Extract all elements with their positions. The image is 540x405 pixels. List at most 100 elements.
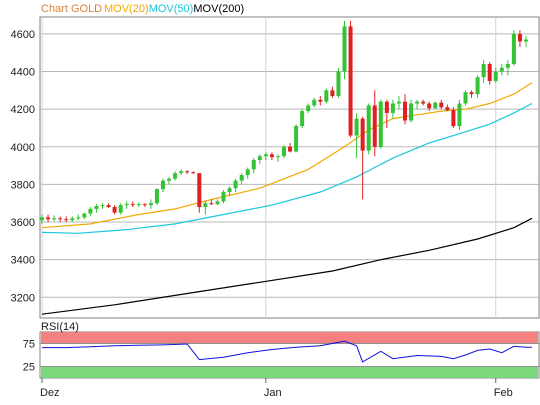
candle [324, 88, 329, 104]
candle [179, 169, 184, 176]
candle [251, 158, 256, 174]
candle [106, 203, 111, 208]
candle [58, 216, 63, 223]
price-tick-label: 4400 [11, 67, 35, 79]
candle [64, 216, 69, 223]
candle [463, 90, 468, 106]
candle [100, 203, 105, 209]
price-tick-label: 4200 [11, 104, 35, 116]
price-tick-label: 3400 [11, 255, 35, 267]
candle [306, 103, 311, 113]
candle [336, 67, 341, 98]
series-line [41, 217, 533, 315]
chart-legend: Chart GOLD MOV(20) MOV(50) MOV(200) [41, 3, 244, 15]
candle [209, 199, 214, 206]
candle [354, 112, 359, 159]
candle [263, 152, 268, 160]
price-grid [39, 16, 540, 319]
price-panel-frame [39, 16, 540, 319]
candle [275, 154, 280, 162]
oversold-band [41, 366, 538, 378]
legend-entry: MOV(200) [193, 3, 244, 15]
candle [130, 201, 135, 208]
candle [148, 199, 153, 209]
candle [475, 75, 480, 98]
candle [427, 101, 432, 112]
price-tick-label: 4600 [11, 29, 35, 41]
candle [215, 199, 220, 206]
candle [493, 67, 498, 83]
candle [396, 96, 401, 110]
candle [360, 116, 365, 200]
legend-entry: MOV(20) [104, 3, 149, 15]
candle [517, 30, 522, 48]
legend-entry: MOV(50) [149, 3, 194, 15]
candle [257, 154, 262, 164]
candle [409, 99, 414, 123]
candle [161, 178, 165, 192]
candle [457, 99, 462, 130]
candle [330, 86, 335, 98]
x-tick-label: Jan [264, 387, 282, 399]
candle [481, 60, 486, 83]
overbought-band [41, 332, 538, 344]
candle [136, 202, 141, 208]
price-tick-label: 4000 [11, 142, 35, 154]
candle [118, 203, 123, 215]
rsi-panel: 25 75 RSI(14) [23, 321, 540, 379]
candle [173, 171, 178, 181]
candle [88, 207, 93, 217]
candle [227, 186, 232, 196]
candle [197, 173, 202, 213]
candle [390, 99, 395, 119]
candle [372, 90, 377, 157]
candle [433, 101, 438, 110]
candle [469, 90, 474, 98]
candle [451, 107, 456, 128]
candle [46, 214, 51, 223]
rsi-tick-label: 25 [23, 362, 35, 374]
candle [378, 99, 383, 149]
x-tick-label: Feb [494, 387, 513, 399]
candle [499, 64, 504, 76]
candles [40, 20, 528, 224]
date-axis: DezJanFebMrz [40, 378, 513, 399]
candle [245, 167, 250, 179]
candle [124, 201, 129, 209]
rsi-tick-label: 75 [23, 339, 35, 351]
candle [282, 144, 286, 159]
candle [112, 205, 117, 215]
candle [384, 99, 389, 128]
candle [318, 96, 323, 106]
candle [524, 35, 528, 48]
candle [185, 170, 190, 175]
x-tick-label: Dez [40, 387, 60, 399]
candle [154, 188, 159, 206]
legend-entry: Chart GOLD [41, 3, 102, 15]
candle [487, 62, 492, 85]
candle [415, 99, 420, 110]
candle [403, 94, 407, 125]
price-tick-label: 3600 [11, 217, 35, 229]
candle [76, 214, 81, 221]
price-tick-label: 3200 [11, 292, 35, 304]
candle [445, 104, 450, 112]
candle [312, 97, 317, 108]
candle [421, 99, 426, 106]
candle [203, 201, 208, 215]
candle [167, 176, 172, 185]
candle [191, 171, 196, 175]
series-line [41, 102, 533, 234]
candle [342, 20, 347, 80]
candle [300, 109, 305, 128]
candle [269, 152, 274, 160]
candle [70, 216, 75, 223]
candle [142, 203, 147, 208]
price-tick-label: 3800 [11, 179, 35, 191]
candle [82, 212, 87, 220]
candle [40, 214, 44, 224]
rsi-title: RSI(14) [41, 321, 79, 333]
candle [94, 204, 99, 213]
